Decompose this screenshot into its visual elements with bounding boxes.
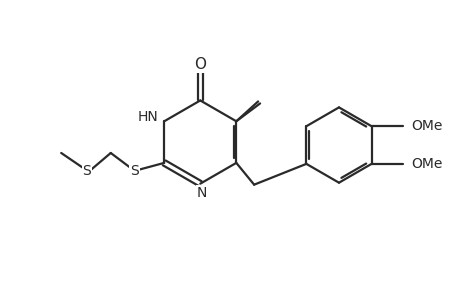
Text: N: N bbox=[196, 186, 207, 200]
Text: O: O bbox=[411, 119, 422, 133]
Text: O: O bbox=[194, 57, 206, 72]
Text: OMe: OMe bbox=[410, 157, 442, 171]
Text: S: S bbox=[83, 164, 91, 178]
Text: OMe: OMe bbox=[410, 119, 442, 133]
Text: HN: HN bbox=[137, 110, 158, 124]
Text: S: S bbox=[130, 164, 139, 178]
